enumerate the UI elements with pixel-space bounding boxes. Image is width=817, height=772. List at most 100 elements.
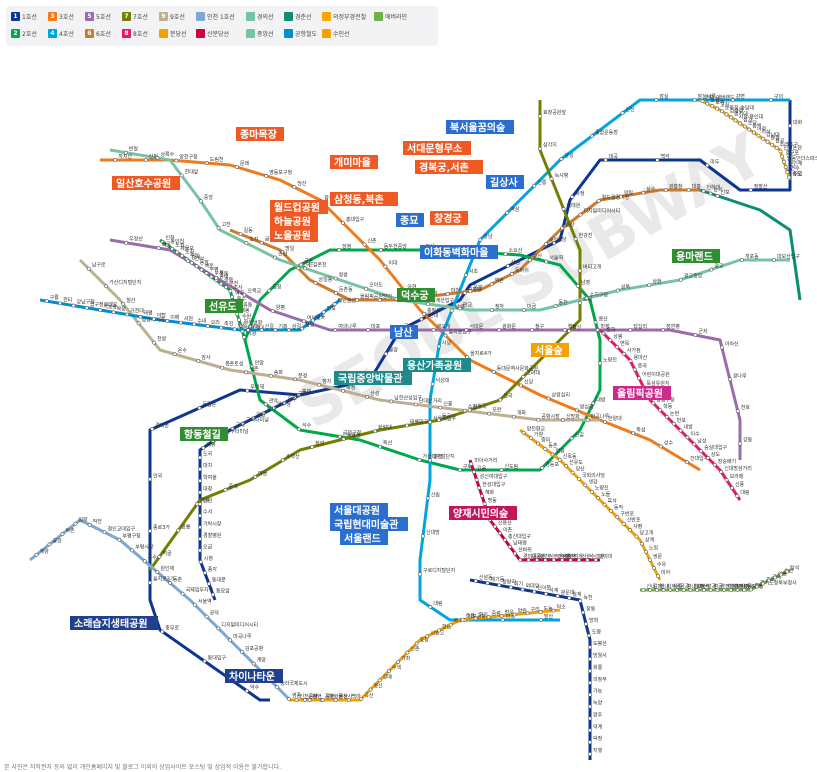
station-label[interactable]: 내방 bbox=[684, 424, 694, 431]
station-label[interactable]: 이대 bbox=[388, 260, 398, 267]
station-label[interactable]: 신용산 bbox=[498, 520, 512, 527]
station-dot[interactable] bbox=[47, 542, 52, 547]
station-dot[interactable] bbox=[773, 575, 777, 580]
station-label[interactable]: 당고개 bbox=[639, 529, 653, 536]
station-label[interactable]: 회룡 bbox=[593, 664, 603, 671]
station-dot[interactable] bbox=[729, 115, 733, 120]
station-label[interactable]: 계양 bbox=[257, 657, 267, 664]
station-label[interactable]: 상월곡 bbox=[473, 403, 487, 410]
station-label[interactable]: 영종 bbox=[292, 692, 302, 699]
station-label[interactable]: 동춘 bbox=[173, 576, 183, 583]
station-dot[interactable] bbox=[559, 157, 564, 161]
station-dot[interactable] bbox=[569, 436, 574, 441]
station-dot[interactable] bbox=[431, 328, 436, 332]
station-label[interactable]: 정자 bbox=[495, 303, 505, 310]
station-label[interactable]: 상봉 bbox=[613, 333, 623, 340]
station-dot[interactable] bbox=[341, 437, 346, 442]
station-dot[interactable] bbox=[178, 320, 183, 325]
station-dot[interactable] bbox=[567, 596, 572, 600]
station-dot[interactable] bbox=[588, 704, 592, 709]
landmark-badge[interactable] bbox=[396, 213, 424, 227]
station-label[interactable]: 주안 bbox=[190, 252, 200, 259]
station-label[interactable]: 방이 bbox=[383, 293, 392, 300]
station-label[interactable]: 독바위 bbox=[515, 267, 529, 274]
station-label[interactable]: 숭실대입구 bbox=[704, 444, 727, 451]
station-dot[interactable] bbox=[570, 470, 575, 475]
station-dot[interactable] bbox=[497, 328, 502, 332]
station-label[interactable]: 수진 bbox=[468, 404, 478, 411]
station-label[interactable]: 영등포구청 bbox=[269, 169, 292, 176]
station-label[interactable]: 반포 bbox=[677, 417, 687, 424]
station-dot[interactable] bbox=[138, 314, 143, 319]
station-label[interactable]: 대흥 bbox=[692, 183, 702, 190]
station-dot[interactable] bbox=[497, 583, 502, 588]
station-label[interactable]: 달월 bbox=[771, 135, 781, 142]
station-label[interactable]: 신포 bbox=[721, 189, 731, 196]
station-dot[interactable] bbox=[192, 322, 197, 327]
station-dot[interactable] bbox=[654, 98, 659, 102]
station-label[interactable]: 구산 bbox=[533, 253, 543, 260]
station-label[interactable]: 퇴계원 bbox=[667, 583, 681, 590]
station-label[interactable]: 광운대 bbox=[561, 589, 575, 596]
station-label[interactable]: 상수 bbox=[646, 186, 656, 193]
station-dot[interactable] bbox=[499, 613, 504, 618]
station-label[interactable]: 서현 bbox=[184, 316, 194, 323]
station-label[interactable]: 계양 bbox=[39, 548, 49, 555]
station-dot[interactable] bbox=[549, 176, 554, 181]
station-dot[interactable] bbox=[783, 165, 788, 169]
station-label[interactable]: 범골 bbox=[714, 583, 724, 590]
station-dot[interactable] bbox=[170, 246, 175, 251]
station-label[interactable]: 김량장 bbox=[729, 107, 743, 114]
station-label[interactable]: 신림 bbox=[431, 491, 440, 498]
landmark-badge[interactable] bbox=[334, 371, 412, 385]
station-dot[interactable] bbox=[194, 264, 199, 269]
station-dot[interactable] bbox=[778, 149, 783, 154]
station-label[interactable]: 경기도청북부청사 bbox=[760, 580, 797, 587]
station-label[interactable]: 도봉산 bbox=[593, 640, 607, 647]
station-dot[interactable] bbox=[143, 158, 148, 162]
station-label[interactable]: 장승배기 bbox=[718, 458, 736, 465]
station-dot[interactable] bbox=[735, 494, 740, 498]
station-dot[interactable] bbox=[489, 308, 494, 312]
station-dot[interactable] bbox=[588, 680, 592, 685]
station-dot[interactable] bbox=[198, 560, 203, 564]
station-label[interactable]: 효창공원앞 bbox=[543, 109, 566, 116]
station-label[interactable]: 마들 bbox=[258, 470, 268, 477]
station-dot[interactable] bbox=[643, 549, 648, 554]
station-dot[interactable] bbox=[609, 509, 613, 513]
station-label[interactable]: 인천 bbox=[165, 235, 175, 242]
station-dot[interactable] bbox=[366, 328, 370, 332]
station-dot[interactable] bbox=[219, 325, 224, 330]
station-label[interactable]: 숭의 bbox=[714, 187, 723, 194]
station-dot[interactable] bbox=[457, 306, 462, 311]
station-label[interactable]: 강남대 bbox=[766, 132, 780, 139]
station-label[interactable]: 지석 bbox=[761, 129, 770, 136]
station-label[interactable]: 광나루 bbox=[733, 372, 747, 379]
station-dot[interactable] bbox=[505, 210, 510, 215]
station-label[interactable]: 철산 bbox=[126, 297, 136, 304]
station-dot[interactable] bbox=[751, 130, 756, 135]
station-dot[interactable] bbox=[603, 158, 608, 162]
station-dot[interactable] bbox=[346, 698, 351, 702]
landmark-label[interactable]: 용산가족공원 bbox=[407, 359, 462, 372]
station-dot[interactable] bbox=[730, 98, 735, 102]
station-dot[interactable] bbox=[733, 118, 738, 123]
station-dot[interactable] bbox=[299, 262, 303, 267]
station-label[interactable]: 강남구청 bbox=[76, 299, 94, 306]
station-label[interactable]: 마석 bbox=[700, 583, 709, 590]
station-label[interactable]: 대화 bbox=[793, 119, 803, 126]
station-label[interactable]: 매봉 bbox=[206, 441, 216, 448]
station-dot[interactable] bbox=[562, 328, 567, 332]
station-dot[interactable] bbox=[538, 114, 542, 119]
station-dot[interactable] bbox=[148, 580, 152, 585]
station-label[interactable]: 사가정 bbox=[627, 347, 641, 354]
station-label[interactable]: 국회의사당 bbox=[582, 472, 605, 479]
station-dot[interactable] bbox=[628, 528, 632, 532]
station-label[interactable]: 녹양 bbox=[593, 700, 603, 707]
station-label[interactable]: 사평 bbox=[633, 523, 642, 530]
station-dot[interactable] bbox=[419, 317, 424, 322]
station-label[interactable]: 남동인더스파크 bbox=[787, 155, 817, 162]
landmark-badge[interactable] bbox=[205, 299, 243, 313]
station-label[interactable]: 월곶 bbox=[775, 138, 785, 145]
station-label[interactable]: 청량리 bbox=[502, 578, 516, 585]
